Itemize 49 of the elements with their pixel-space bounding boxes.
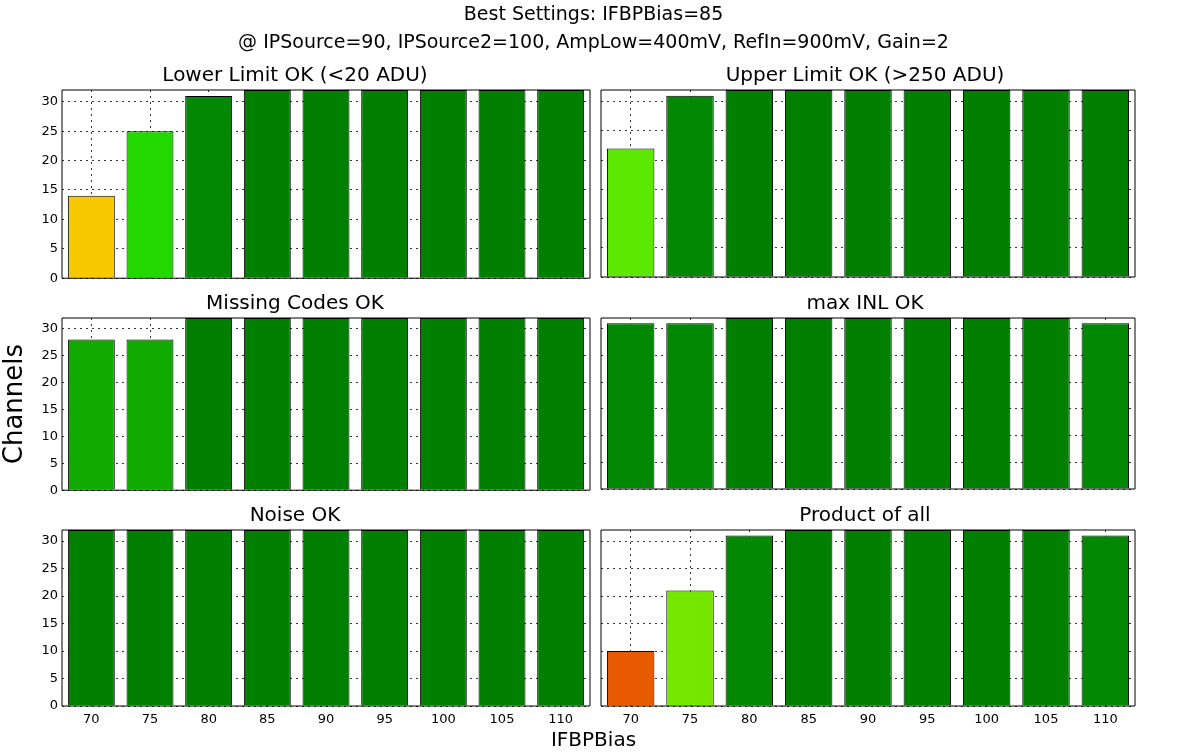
x-tick-label: 95 bbox=[376, 711, 393, 727]
y-tick-label: 10 bbox=[41, 210, 58, 226]
x-tick-label: 100 bbox=[974, 711, 1000, 727]
x-tick-label: 75 bbox=[141, 711, 159, 727]
x-tick-label: 75 bbox=[681, 711, 699, 727]
chart-title: Lower Limit OK (<20 ADU) bbox=[162, 62, 428, 87]
x-tick-label: 105 bbox=[489, 711, 515, 727]
y-axis-title: Channels bbox=[0, 343, 29, 465]
x-tick-label: 85 bbox=[800, 711, 817, 727]
y-tick-label: 25 bbox=[41, 559, 58, 575]
y-tick-label: 10 bbox=[41, 427, 58, 443]
chart-title: Missing Codes OK bbox=[206, 290, 385, 315]
y-tick-label: 15 bbox=[41, 181, 58, 197]
chart-title: Upper Limit OK (>250 ADU) bbox=[725, 62, 1005, 87]
y-tick-label: 30 bbox=[41, 532, 58, 548]
x-tick-label: 80 bbox=[200, 711, 217, 727]
x-axis-title: IFBPBias bbox=[549, 727, 638, 751]
y-tick-label: 15 bbox=[41, 400, 58, 416]
x-tick-label: 70 bbox=[83, 711, 100, 727]
text: Best Settings: IFBPBias=85 bbox=[462, 2, 725, 24]
y-tick-label: 0 bbox=[49, 269, 58, 285]
y-tick-label: 30 bbox=[41, 93, 58, 109]
chart-title: max INL OK bbox=[806, 290, 925, 315]
y-tick-label: 25 bbox=[41, 347, 58, 363]
y-tick-label: 5 bbox=[49, 240, 58, 256]
y-tick-label: 15 bbox=[41, 614, 58, 630]
text: @ IPSource=90, IPSource2=100, AmpLow=400mV, RefIn=900mV, Gain=2 bbox=[237, 30, 950, 52]
x-tick-label: 85 bbox=[259, 711, 276, 727]
y-tick-label: 20 bbox=[41, 587, 58, 603]
y-tick-label: 5 bbox=[49, 669, 58, 685]
x-tick-label: 110 bbox=[1092, 711, 1118, 727]
x-tick-label: 110 bbox=[548, 711, 574, 727]
x-tick-label: 100 bbox=[430, 711, 456, 727]
chart-title: Product of all bbox=[799, 502, 931, 527]
y-tick-label: 5 bbox=[49, 454, 58, 470]
y-tick-label: 25 bbox=[41, 122, 58, 138]
x-tick-label: 70 bbox=[622, 711, 639, 727]
y-tick-label: 20 bbox=[41, 151, 58, 167]
y-tick-label: 0 bbox=[49, 481, 58, 497]
x-tick-label: 105 bbox=[1033, 711, 1059, 727]
x-tick-label: 90 bbox=[317, 711, 335, 727]
chart-title: Noise OK bbox=[249, 502, 342, 527]
y-tick-label: 10 bbox=[41, 642, 58, 658]
x-tick-label: 95 bbox=[919, 711, 936, 727]
x-tick-label: 80 bbox=[741, 711, 758, 727]
y-tick-label: 20 bbox=[41, 373, 58, 389]
x-tick-label: 90 bbox=[859, 711, 877, 727]
y-tick-label: 0 bbox=[49, 697, 58, 713]
y-tick-label: 30 bbox=[41, 320, 58, 336]
